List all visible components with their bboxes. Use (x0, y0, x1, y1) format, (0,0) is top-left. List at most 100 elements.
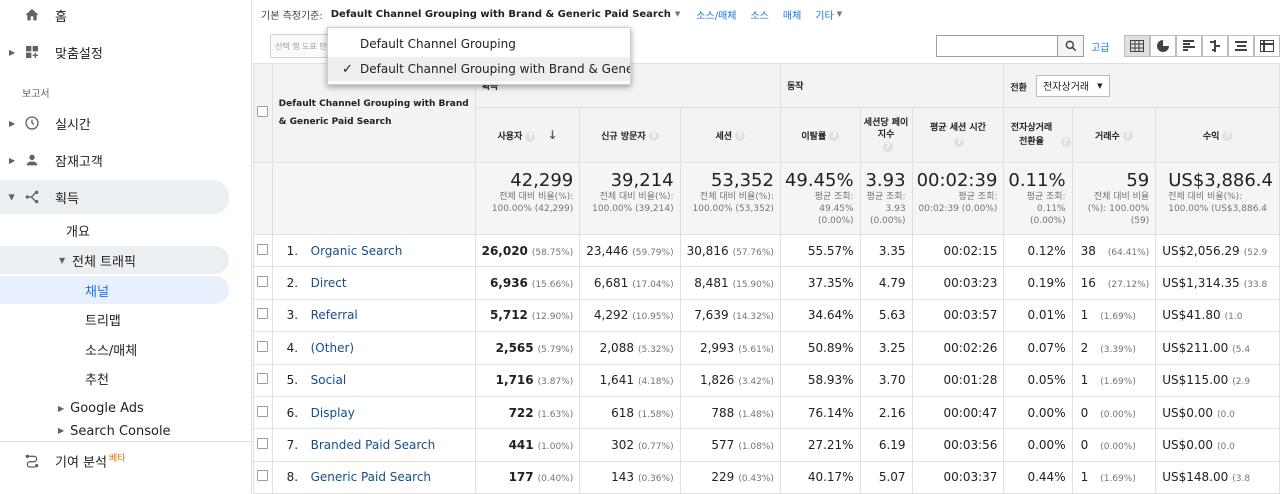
chevron-down-icon[interactable]: ▼ (674, 10, 681, 18)
nav-home[interactable]: 홈 (0, 0, 251, 30)
cell-new-users: 143 (0.36%) (579, 460, 681, 494)
channel-link[interactable]: Generic Paid Search (310, 470, 432, 485)
cell-pct: (58.75%) (531, 247, 574, 258)
column-header-new-users[interactable]: 신규 방문자? (579, 107, 681, 163)
totals-empty (271, 162, 476, 235)
primary-dimension-dropdown: Default Channel Grouping ✓ Default Chann… (327, 27, 631, 85)
select-all-checkbox[interactable] (257, 106, 269, 117)
cell-pct: (1.08%) (738, 442, 774, 453)
column-header-transactions[interactable]: 거래수? (1071, 107, 1157, 163)
column-header-pages-per-session[interactable]: 세션당 페이지수? (859, 107, 913, 163)
cell-pct: (0.40%) (537, 474, 574, 485)
nav-realtime-label: 실시간 (55, 117, 91, 133)
column-header-avg-session-duration[interactable]: 평균 세션 시간? (911, 107, 1005, 163)
help-icon[interactable]: ? (829, 131, 840, 141)
cell-value: 577 (711, 438, 735, 453)
dimension-source-medium-link[interactable]: 소스/매체 (696, 10, 737, 22)
advanced-filter-link[interactable]: 고급 (1091, 43, 1110, 54)
column-header-revenue[interactable]: 수익? (1155, 107, 1280, 163)
nav-referrals[interactable]: 추천 (85, 364, 225, 392)
cell-value: 0 (1080, 438, 1089, 453)
channel-link[interactable]: Organic Search (310, 243, 403, 258)
channel-link[interactable]: Branded Paid Search (310, 438, 436, 453)
dropdown-option-default-channel-grouping[interactable]: Default Channel Grouping (328, 32, 630, 56)
cell-bounce-rate: 34.64% (779, 298, 861, 333)
cell-pct: (5.4 (1232, 344, 1251, 355)
cell-transactions: 1 (1.69%) (1071, 363, 1157, 397)
row-checkbox[interactable] (257, 438, 269, 450)
cell-revenue: US$115.00 (2.9 (1155, 363, 1280, 397)
dropdown-option-label: Default Channel Grouping (360, 37, 516, 51)
help-icon[interactable]: ? (1122, 131, 1133, 141)
dropdown-option-brand-generic[interactable]: ✓ Default Channel Grouping with Brand & … (328, 57, 630, 81)
cell-value: US$41.80 (1162, 308, 1221, 323)
column-header-sessions[interactable]: 세션? (679, 107, 781, 163)
cell-value: 722 (508, 405, 534, 420)
pie-view-button[interactable] (1150, 35, 1176, 57)
ecommerce-goal-select[interactable]: 전자상거래 ▼ (1036, 74, 1110, 97)
help-icon[interactable]: ? (648, 131, 659, 141)
row-checkbox[interactable] (257, 373, 269, 385)
cell-value: 177 (508, 470, 534, 485)
pie-chart-icon (1157, 40, 1169, 52)
search-button[interactable] (1058, 35, 1084, 57)
row-checkbox[interactable] (257, 308, 269, 320)
help-icon[interactable]: ? (1060, 136, 1071, 147)
primary-dimension-bar: 기본 측정기준: Default Channel Grouping with B… (253, 0, 1280, 28)
collapse-arrow-icon: ▼ (59, 255, 66, 265)
help-icon[interactable]: ? (954, 136, 965, 147)
dimension-other-link[interactable]: 기타 (815, 10, 834, 22)
channel-link[interactable]: Social (310, 373, 347, 388)
nav-search-console[interactable]: ▶ Search Console (58, 424, 228, 442)
channel-link[interactable]: (Other) (310, 340, 355, 355)
row-dimension: 1. Organic Search (271, 233, 476, 268)
nav-acquisition-label: 획득 (55, 191, 79, 207)
nav-source-medium[interactable]: 소스/매체 (85, 335, 225, 363)
channel-link[interactable]: Direct (310, 276, 347, 291)
row-checkbox[interactable] (257, 243, 269, 255)
nav-acquisition[interactable]: ▶ 획득 (0, 180, 229, 214)
row-checkbox[interactable] (257, 405, 269, 417)
help-icon[interactable]: ? (735, 131, 746, 141)
cell-revenue: US$0.00 (0.0 (1155, 428, 1280, 462)
sort-descending-icon[interactable]: ↓ (547, 128, 558, 142)
performance-view-button[interactable] (1176, 35, 1202, 57)
table-search-input[interactable] (936, 35, 1058, 57)
check-icon: ✓ (342, 61, 353, 77)
cell-value: 38 (1080, 243, 1096, 258)
dimension-medium-link[interactable]: 매체 (782, 10, 802, 22)
nav-attribution[interactable]: 기여 분석 베타 (0, 444, 251, 478)
help-icon[interactable]: ? (882, 141, 893, 152)
nav-customization[interactable]: ▶ 맞춤설정 (0, 35, 251, 69)
row-checkbox[interactable] (257, 470, 269, 482)
channel-link[interactable]: Display (310, 405, 355, 420)
row-checkbox[interactable] (257, 340, 269, 352)
table-row: 6. Display 722 (1.63%) 618 (1.58%) 788 (1.48%) 7… (253, 395, 1280, 430)
column-header-bounce-rate[interactable]: 이탈률? (779, 107, 861, 163)
row-checkbox[interactable] (257, 276, 269, 288)
column-header-ecommerce-conversion[interactable]: 전자상거래 전환율? (1003, 107, 1073, 163)
primary-dimension-selector[interactable]: Default Channel Grouping with Brand & Ge… (330, 8, 671, 20)
chevron-down-icon[interactable]: ▼ (836, 10, 843, 18)
pivot-view-button[interactable] (1254, 35, 1280, 57)
total-value: 3.93 (865, 170, 906, 191)
cell-revenue: US$0.00 (0.0 (1155, 395, 1280, 430)
column-header-users[interactable]: 사용자? ↓ (474, 107, 581, 163)
cell-value: US$2,056.29 (1162, 243, 1240, 258)
data-table-view-button[interactable] (1124, 35, 1150, 57)
help-icon[interactable]: ? (525, 131, 536, 142)
help-icon[interactable]: ? (1222, 131, 1233, 141)
comparison-view-button[interactable] (1202, 35, 1228, 57)
cell-value: 1,716 (495, 373, 534, 388)
channel-link[interactable]: Referral (310, 308, 358, 323)
dimension-source-link[interactable]: 소스 (750, 10, 769, 22)
nav-all-traffic[interactable]: ▼ 전체 트래픽 (0, 246, 229, 274)
nav-channels[interactable]: 채널 (0, 276, 229, 304)
nav-audience[interactable]: ▶ 잠재고객 (0, 143, 251, 177)
term-cloud-view-button[interactable] (1228, 35, 1254, 57)
nav-google-ads[interactable]: ▶ Google Ads (58, 394, 228, 422)
nav-treemaps[interactable]: 트리맵 (85, 305, 225, 333)
row-number: 4. (286, 340, 299, 355)
nav-realtime[interactable]: ▶ 실시간 (0, 106, 251, 140)
nav-overview[interactable]: 개요 (66, 216, 226, 244)
